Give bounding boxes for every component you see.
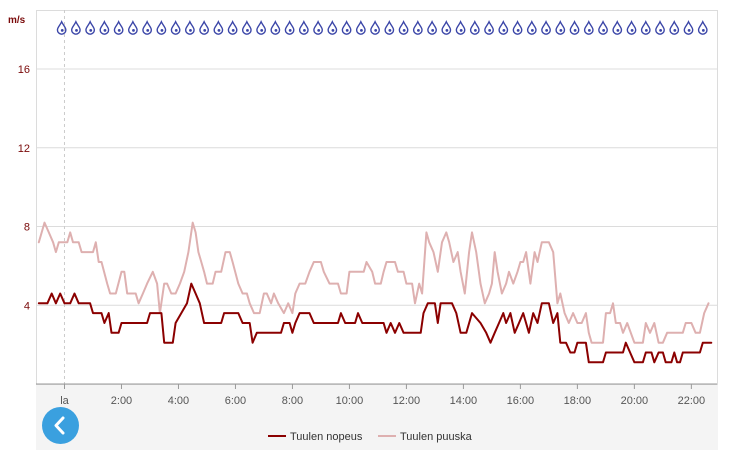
raindrop-icon xyxy=(398,19,409,35)
raindrop-icon xyxy=(56,19,67,35)
x-axis: la 2:00 4:00 6:00 8:00 10:00 12:00 14:00 16:00 18… xyxy=(36,383,717,407)
x-tick-label: 22:00 xyxy=(678,395,706,407)
raindrop-icon xyxy=(113,19,124,35)
x-tick-label: 14:00 xyxy=(450,395,478,407)
raindrop-icon xyxy=(327,19,338,35)
x-tick-label: 8:00 xyxy=(282,395,303,407)
grid-lines xyxy=(36,10,717,384)
raindrop-icon xyxy=(213,19,224,35)
raindrop-icon xyxy=(199,19,210,35)
raindrop-icon xyxy=(85,19,96,35)
raindrop-icon xyxy=(412,19,423,35)
plot-border xyxy=(36,10,718,385)
raindrop-icon xyxy=(441,19,452,35)
x-tick-label: 2:00 xyxy=(111,395,132,407)
legend[interactable]: Tuulen nopeus Tuulen puuska xyxy=(268,431,473,443)
raindrop-icon xyxy=(469,19,480,35)
raindrop-icon xyxy=(241,19,252,35)
raindrop-icon xyxy=(284,19,295,35)
raindrop-icon xyxy=(569,19,580,35)
y-axis: m/s 4 8 12 16 xyxy=(8,15,30,312)
raindrop-icon xyxy=(526,19,537,35)
x-tick-label: 4:00 xyxy=(168,395,189,407)
series-line-0 xyxy=(37,282,713,364)
y-tick-label: 16 xyxy=(18,64,30,76)
raindrop-icon xyxy=(355,19,366,35)
raindrop-icon xyxy=(484,19,494,35)
chevron-left-icon xyxy=(54,416,65,435)
raindrop-icon xyxy=(697,19,708,35)
raindrop-icon xyxy=(142,19,153,35)
raindrop-icon xyxy=(156,19,167,35)
y-tick-label: 8 xyxy=(24,222,30,234)
legend-label-0[interactable]: Tuulen nopeus xyxy=(290,431,363,443)
raindrop-icon xyxy=(170,19,181,35)
raindrop-icon xyxy=(683,19,694,35)
raindrop-icon xyxy=(427,19,437,35)
y-axis-title: m/s xyxy=(8,15,26,26)
x-tick-label: 6:00 xyxy=(225,395,246,407)
raindrop-icon xyxy=(626,19,637,35)
raindrop-icon xyxy=(583,19,594,35)
raindrop-icon xyxy=(384,19,395,35)
back-button[interactable] xyxy=(42,407,79,444)
raindrop-icon xyxy=(640,19,651,35)
legend-label-1[interactable]: Tuulen puuska xyxy=(400,431,473,443)
raindrop-icon xyxy=(370,19,380,35)
raindrop-icon xyxy=(227,19,238,35)
raindrop-icon xyxy=(184,19,195,35)
raindrop-icon xyxy=(655,19,665,35)
series-layer xyxy=(37,221,713,364)
raindrop-icon xyxy=(555,19,566,35)
raindrop-icon xyxy=(270,19,281,35)
x-tick-label: 18:00 xyxy=(564,395,592,407)
raindrop-icon xyxy=(498,19,509,35)
raindrop-icon xyxy=(598,19,608,35)
x-tick-label: 10:00 xyxy=(336,395,364,407)
x-tick-label: 16:00 xyxy=(507,395,535,407)
raindrop-icon xyxy=(455,19,466,35)
series-line-1 xyxy=(37,221,710,344)
raindrop-icon xyxy=(99,19,110,35)
raindrop-icon xyxy=(127,19,138,35)
raindrop-icon xyxy=(512,19,523,35)
raindrop-icon xyxy=(256,19,267,35)
raindrop-icon xyxy=(341,19,352,35)
y-tick-label: 12 xyxy=(18,143,30,155)
y-tick-label: 4 xyxy=(24,300,30,312)
raindrop-icon xyxy=(298,19,309,35)
raindrop-icon xyxy=(669,19,680,35)
x-tick-label: la xyxy=(60,395,69,407)
raindrop-icon xyxy=(313,19,323,35)
raindrop-icon xyxy=(541,19,551,35)
x-tick-label: 20:00 xyxy=(621,395,649,407)
raindrop-icon xyxy=(70,19,81,35)
x-tick-label: 12:00 xyxy=(393,395,421,407)
footer-band xyxy=(36,384,718,450)
rain-symbol-row xyxy=(56,19,708,35)
raindrop-icon xyxy=(612,19,623,35)
